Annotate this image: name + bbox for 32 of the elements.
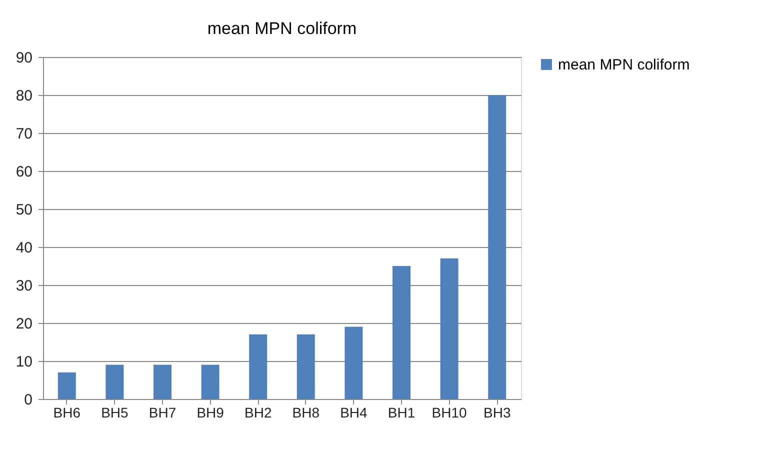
y-tick-label: 90 bbox=[16, 50, 32, 66]
bar bbox=[296, 334, 315, 399]
y-tick-label: 20 bbox=[16, 316, 32, 332]
y-tick-label: 60 bbox=[16, 164, 32, 180]
bar bbox=[106, 364, 124, 399]
chart-title: mean MPN coliform bbox=[207, 19, 357, 38]
bar bbox=[392, 266, 410, 399]
x-tick-label: BH2 bbox=[244, 404, 272, 420]
x-tick-label: BH4 bbox=[340, 404, 368, 420]
y-tick-label: 10 bbox=[16, 354, 32, 370]
x-tick-label: BH3 bbox=[483, 404, 511, 420]
y-tick-label: 80 bbox=[16, 88, 32, 104]
legend-label: mean MPN coliform bbox=[558, 56, 690, 74]
x-tick-label: BH6 bbox=[53, 404, 81, 420]
x-tick-label: BH9 bbox=[196, 404, 224, 420]
bar bbox=[154, 364, 172, 399]
bar bbox=[344, 326, 363, 399]
y-tick-label: 40 bbox=[16, 240, 32, 256]
bar bbox=[249, 334, 268, 399]
x-tick-label: BH10 bbox=[432, 404, 468, 420]
x-tick-label: BH1 bbox=[388, 404, 416, 420]
y-tick-label: 50 bbox=[16, 202, 32, 218]
y-tick-label: 30 bbox=[16, 278, 32, 294]
x-tick-label: BH7 bbox=[148, 404, 176, 420]
bar bbox=[488, 95, 506, 399]
y-tick-label: 70 bbox=[16, 126, 32, 142]
x-tick-label: BH5 bbox=[101, 404, 129, 420]
y-tick-label: 0 bbox=[24, 392, 32, 408]
x-tick-label: BH8 bbox=[292, 404, 320, 420]
bar bbox=[58, 372, 76, 399]
bar bbox=[440, 258, 458, 399]
bar bbox=[201, 364, 220, 399]
